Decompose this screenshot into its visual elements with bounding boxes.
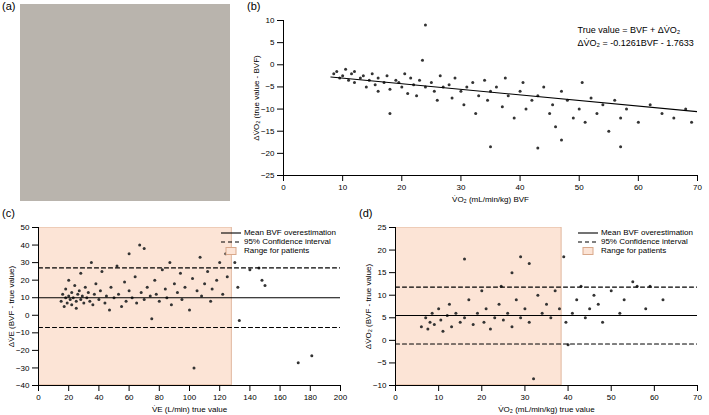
svg-text:70: 70 bbox=[693, 183, 702, 192]
svg-text:60: 60 bbox=[634, 183, 643, 192]
html-text:(b): (b) bbox=[247, 0, 261, 12]
svg-text:−15: −15 bbox=[261, 127, 275, 136]
svg-text:ΔV̇E (BVF - true value): ΔV̇E (BVF - true value) bbox=[7, 265, 16, 347]
svg-text:10: 10 bbox=[21, 293, 30, 302]
svg-text:30: 30 bbox=[520, 393, 529, 402]
svg-text:70: 70 bbox=[693, 393, 702, 402]
svg-text:V̇E (L/min) true value: V̇E (L/min) true value bbox=[152, 405, 228, 414]
svg-text:20: 20 bbox=[378, 246, 387, 255]
svg-text:ΔV̇O₂ (BVF - true value): ΔV̇O₂ (BVF - true value) bbox=[364, 263, 373, 349]
svg-text:120: 120 bbox=[213, 393, 227, 402]
svg-text:40: 40 bbox=[94, 393, 103, 402]
svg-text:20: 20 bbox=[21, 276, 30, 285]
svg-text:0: 0 bbox=[393, 393, 398, 402]
svg-text:−20: −20 bbox=[16, 346, 30, 355]
html-text:95% Confidence interval: 95% Confidence interval bbox=[601, 237, 688, 246]
svg-text:0: 0 bbox=[25, 311, 30, 320]
svg-text:5: 5 bbox=[382, 313, 387, 322]
svg-text:40: 40 bbox=[21, 241, 30, 250]
svg-text:−5: −5 bbox=[377, 358, 387, 367]
svg-text:40: 40 bbox=[564, 393, 573, 402]
svg-text:10: 10 bbox=[266, 16, 275, 25]
svg-text:25: 25 bbox=[378, 223, 387, 232]
svg-text:50: 50 bbox=[575, 183, 584, 192]
svg-text:20: 20 bbox=[397, 183, 406, 192]
svg-text:0: 0 bbox=[270, 60, 275, 69]
svg-text:ΔV̇O₂ = -0.1261BVF - 1.7633: ΔV̇O₂ = -0.1261BVF - 1.7633 bbox=[578, 38, 694, 48]
svg-text:100: 100 bbox=[183, 393, 197, 402]
html-text:95% Confidence interval: 95% Confidence interval bbox=[244, 237, 331, 246]
svg-text:140: 140 bbox=[243, 393, 257, 402]
svg-text:−10: −10 bbox=[261, 105, 275, 114]
svg-text:50: 50 bbox=[21, 223, 30, 232]
svg-text:15: 15 bbox=[378, 268, 387, 277]
svg-text:0: 0 bbox=[382, 336, 387, 345]
html-text:(a): (a) bbox=[2, 0, 16, 12]
svg-text:True value = BVF + ΔV̇O₂: True value = BVF + ΔV̇O₂ bbox=[578, 25, 681, 35]
svg-text:60: 60 bbox=[650, 393, 659, 402]
svg-text:180: 180 bbox=[304, 393, 318, 402]
svg-text:0: 0 bbox=[36, 393, 41, 402]
svg-text:20: 20 bbox=[64, 393, 73, 402]
svg-text:5: 5 bbox=[270, 38, 275, 47]
svg-text:200: 200 bbox=[334, 393, 348, 402]
svg-text:30: 30 bbox=[21, 258, 30, 267]
svg-text:0: 0 bbox=[281, 183, 286, 192]
svg-text:10: 10 bbox=[378, 291, 387, 300]
svg-text:V̇O₂ (mL/min/kg) BVF: V̇O₂ (mL/min/kg) BVF bbox=[452, 195, 529, 204]
svg-text:10: 10 bbox=[338, 183, 347, 192]
svg-text:−10: −10 bbox=[16, 328, 30, 337]
svg-text:−25: −25 bbox=[261, 171, 275, 180]
svg-text:50: 50 bbox=[607, 393, 616, 402]
svg-text:30: 30 bbox=[456, 183, 465, 192]
html-text:(c): (c) bbox=[2, 207, 15, 219]
svg-text:60: 60 bbox=[125, 393, 134, 402]
html-text:Range for patients: Range for patients bbox=[601, 246, 667, 255]
svg-text:−40: −40 bbox=[16, 381, 30, 390]
svg-text:20: 20 bbox=[477, 393, 486, 402]
html-text:Range for patients: Range for patients bbox=[244, 246, 310, 255]
html-text:Mean BVF overestimation: Mean BVF overestimation bbox=[244, 228, 336, 237]
svg-text:V̇O₂ (mL/min/kg) true value: V̇O₂ (mL/min/kg) true value bbox=[498, 405, 595, 414]
svg-text:160: 160 bbox=[273, 393, 287, 402]
html-text:Mean BVF overestimation: Mean BVF overestimation bbox=[601, 228, 693, 237]
svg-text:−30: −30 bbox=[16, 364, 30, 373]
svg-text:−5: −5 bbox=[265, 82, 275, 91]
svg-text:40: 40 bbox=[516, 183, 525, 192]
html-text:(d): (d) bbox=[359, 207, 373, 219]
svg-text:10: 10 bbox=[434, 393, 443, 402]
svg-text:80: 80 bbox=[155, 393, 164, 402]
svg-text:−20: −20 bbox=[261, 149, 275, 158]
svg-text:−10: −10 bbox=[373, 381, 387, 390]
svg-text:ΔV̇O₂ (true value - BVF): ΔV̇O₂ (true value - BVF) bbox=[252, 55, 261, 141]
